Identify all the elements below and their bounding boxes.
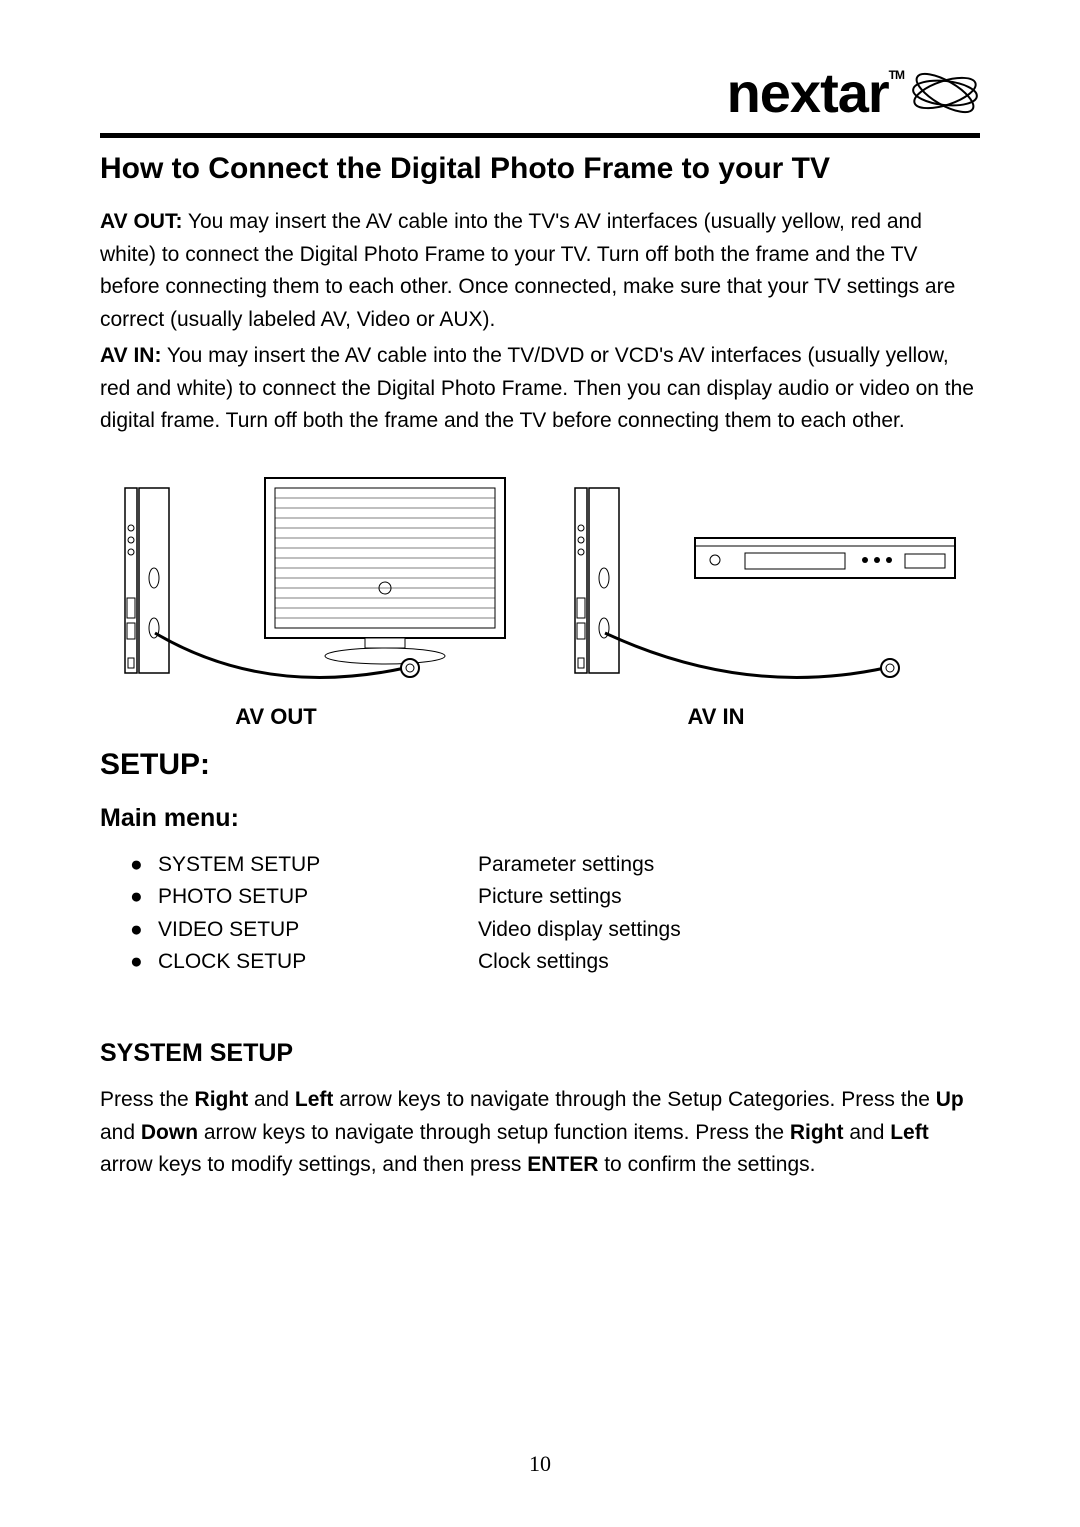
ss-p1: Press the bbox=[100, 1088, 195, 1111]
menu-item-desc: Video display settings bbox=[478, 914, 681, 947]
system-setup-heading: SYSTEM SETUP bbox=[100, 1039, 980, 1068]
ss-p6: and bbox=[844, 1121, 891, 1144]
list-item: ● SYSTEM SETUP Parameter settings bbox=[130, 849, 980, 882]
ss-b1: Right bbox=[195, 1088, 249, 1111]
diagram-labels-row: AV OUT AV IN bbox=[100, 704, 980, 730]
diagram-avin bbox=[550, 468, 980, 698]
page-title: How to Connect the Digital Photo Frame t… bbox=[100, 152, 980, 186]
menu-list: ● SYSTEM SETUP Parameter settings ● PHOT… bbox=[130, 849, 980, 979]
bullet-icon: ● bbox=[130, 881, 158, 914]
main-menu-heading: Main menu: bbox=[100, 804, 980, 833]
ss-b2: Left bbox=[295, 1088, 334, 1111]
list-item: ● CLOCK SETUP Clock settings bbox=[130, 946, 980, 979]
avout-paragraph: AV OUT: You may insert the AV cable into… bbox=[100, 206, 980, 336]
ss-p3: arrow keys to navigate through the Setup… bbox=[333, 1088, 935, 1111]
menu-item-desc: Parameter settings bbox=[478, 849, 654, 882]
avout-diagram-label: AV OUT bbox=[100, 704, 452, 730]
avin-diagram-label: AV IN bbox=[452, 704, 980, 730]
list-item: ● VIDEO SETUP Video display settings bbox=[130, 914, 980, 947]
menu-item-name: VIDEO SETUP bbox=[158, 914, 478, 947]
avin-label: AV IN: bbox=[100, 344, 161, 367]
menu-item-name: PHOTO SETUP bbox=[158, 881, 478, 914]
avin-paragraph: AV IN: You may insert the AV cable into … bbox=[100, 340, 980, 438]
menu-item-name: SYSTEM SETUP bbox=[158, 849, 478, 882]
system-setup-paragraph: Press the Right and Left arrow keys to n… bbox=[100, 1084, 980, 1182]
menu-item-name: CLOCK SETUP bbox=[158, 946, 478, 979]
logo-swirl-icon bbox=[910, 68, 980, 118]
diagram-avout bbox=[100, 468, 530, 698]
logo-tm: TM bbox=[889, 68, 904, 82]
ss-p4: and bbox=[100, 1121, 141, 1144]
avout-text: You may insert the AV cable into the TV'… bbox=[100, 210, 955, 331]
header-divider bbox=[100, 133, 980, 138]
ss-p2: and bbox=[248, 1088, 295, 1111]
avin-text: You may insert the AV cable into the TV/… bbox=[100, 344, 974, 432]
bullet-icon: ● bbox=[130, 849, 158, 882]
ss-p7: arrow keys to modify settings, and then … bbox=[100, 1153, 527, 1176]
ss-p8: to confirm the settings. bbox=[598, 1153, 815, 1176]
menu-item-desc: Clock settings bbox=[478, 946, 609, 979]
bullet-icon: ● bbox=[130, 914, 158, 947]
ss-p5: arrow keys to navigate through setup fun… bbox=[198, 1121, 790, 1144]
list-item: ● PHOTO SETUP Picture settings bbox=[130, 881, 980, 914]
avout-label: AV OUT: bbox=[100, 210, 182, 233]
setup-heading: SETUP: bbox=[100, 748, 980, 782]
logo-text: nextarTM bbox=[727, 60, 904, 125]
ss-b7: ENTER bbox=[527, 1153, 598, 1176]
ss-b6: Left bbox=[890, 1121, 929, 1144]
menu-item-desc: Picture settings bbox=[478, 881, 622, 914]
ss-b4: Down bbox=[141, 1121, 198, 1144]
bullet-icon: ● bbox=[130, 946, 158, 979]
diagram-row bbox=[100, 468, 980, 698]
ss-b5: Right bbox=[790, 1121, 844, 1144]
ss-b3: Up bbox=[936, 1088, 964, 1111]
logo-row: nextarTM bbox=[100, 60, 980, 125]
logo-wordmark: nextar bbox=[727, 61, 889, 124]
page-number: 10 bbox=[0, 1451, 1080, 1477]
